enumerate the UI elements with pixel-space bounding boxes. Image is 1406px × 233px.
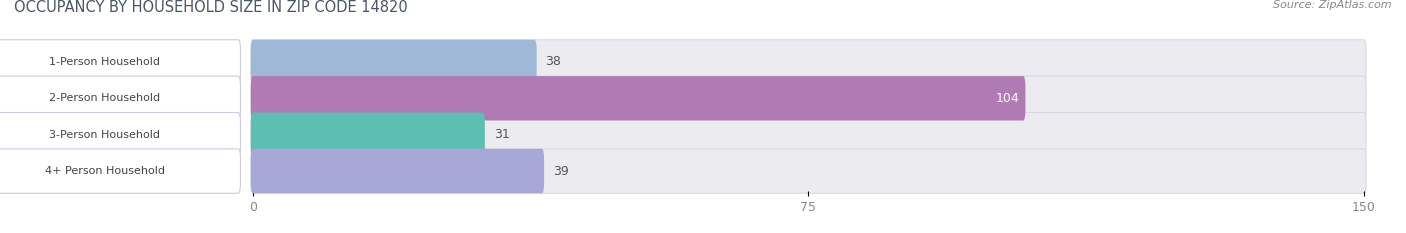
FancyBboxPatch shape	[250, 149, 544, 193]
FancyBboxPatch shape	[0, 76, 240, 120]
FancyBboxPatch shape	[0, 113, 240, 157]
FancyBboxPatch shape	[250, 40, 1367, 84]
Text: 2-Person Household: 2-Person Household	[49, 93, 160, 103]
Text: 38: 38	[546, 55, 561, 69]
FancyBboxPatch shape	[250, 113, 1367, 157]
Text: 1-Person Household: 1-Person Household	[49, 57, 160, 67]
Text: 104: 104	[995, 92, 1019, 105]
Text: OCCUPANCY BY HOUSEHOLD SIZE IN ZIP CODE 14820: OCCUPANCY BY HOUSEHOLD SIZE IN ZIP CODE …	[14, 0, 408, 15]
Text: 3-Person Household: 3-Person Household	[49, 130, 160, 140]
FancyBboxPatch shape	[250, 149, 1367, 193]
FancyBboxPatch shape	[250, 40, 537, 84]
FancyBboxPatch shape	[250, 76, 1367, 120]
Text: 4+ Person Household: 4+ Person Household	[45, 166, 165, 176]
Text: 39: 39	[553, 164, 569, 178]
FancyBboxPatch shape	[0, 40, 240, 84]
FancyBboxPatch shape	[0, 149, 240, 193]
FancyBboxPatch shape	[250, 113, 485, 157]
Text: Source: ZipAtlas.com: Source: ZipAtlas.com	[1274, 0, 1392, 10]
FancyBboxPatch shape	[250, 76, 1025, 120]
Text: 31: 31	[494, 128, 509, 141]
